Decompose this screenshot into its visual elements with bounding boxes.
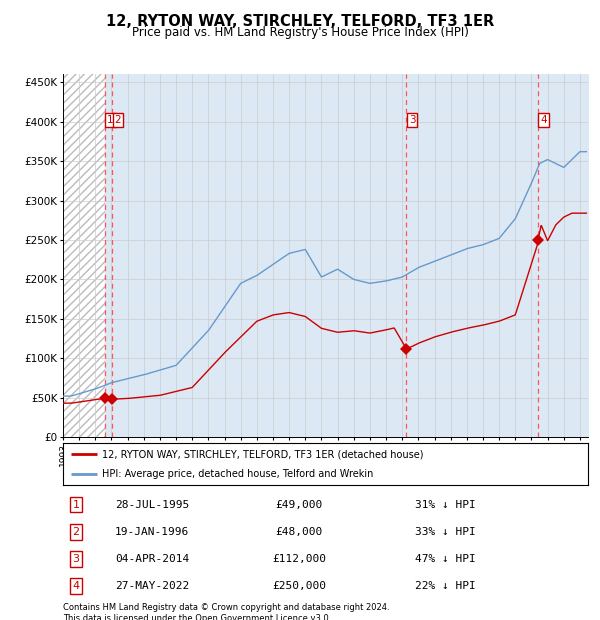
Text: 2: 2 [115, 115, 121, 125]
Text: 28-JUL-1995: 28-JUL-1995 [115, 500, 190, 510]
Text: £48,000: £48,000 [275, 527, 323, 537]
Text: Price paid vs. HM Land Registry's House Price Index (HPI): Price paid vs. HM Land Registry's House … [131, 26, 469, 39]
Text: 27-MAY-2022: 27-MAY-2022 [115, 581, 190, 591]
Text: 31% ↓ HPI: 31% ↓ HPI [415, 500, 476, 510]
Text: 1: 1 [73, 500, 80, 510]
Text: £49,000: £49,000 [275, 500, 323, 510]
Text: 3: 3 [73, 554, 80, 564]
Text: 22% ↓ HPI: 22% ↓ HPI [415, 581, 476, 591]
Bar [63, 74, 104, 437]
Text: 47% ↓ HPI: 47% ↓ HPI [415, 554, 476, 564]
Text: 12, RYTON WAY, STIRCHLEY, TELFORD, TF3 1ER: 12, RYTON WAY, STIRCHLEY, TELFORD, TF3 1… [106, 14, 494, 29]
Text: 04-APR-2014: 04-APR-2014 [115, 554, 190, 564]
Text: 3: 3 [409, 115, 415, 125]
Text: This data is licensed under the Open Government Licence v3.0.: This data is licensed under the Open Gov… [63, 614, 331, 620]
Text: 4: 4 [541, 115, 547, 125]
Text: Contains HM Land Registry data © Crown copyright and database right 2024.: Contains HM Land Registry data © Crown c… [63, 603, 389, 612]
Text: 19-JAN-1996: 19-JAN-1996 [115, 527, 190, 537]
Text: £250,000: £250,000 [272, 581, 326, 591]
Text: £112,000: £112,000 [272, 554, 326, 564]
Text: 2: 2 [73, 527, 80, 537]
Text: 33% ↓ HPI: 33% ↓ HPI [415, 527, 476, 537]
Text: 12, RYTON WAY, STIRCHLEY, TELFORD, TF3 1ER (detached house): 12, RYTON WAY, STIRCHLEY, TELFORD, TF3 1… [103, 450, 424, 459]
Text: 1: 1 [107, 115, 113, 125]
Text: 4: 4 [73, 581, 80, 591]
Text: HPI: Average price, detached house, Telford and Wrekin: HPI: Average price, detached house, Telf… [103, 469, 374, 479]
